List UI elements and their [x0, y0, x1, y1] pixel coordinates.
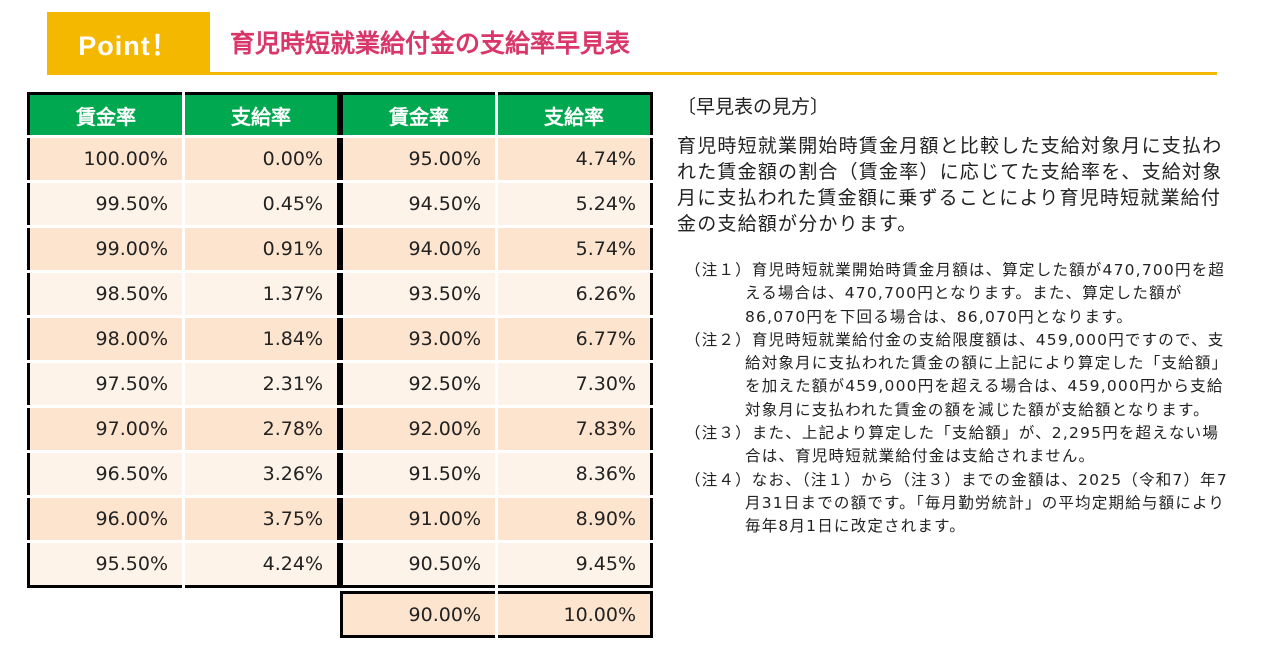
wage-rate-cell: 94.50%	[341, 181, 498, 228]
wage-rate-cell: 90.00%	[341, 592, 498, 637]
wage-rate-cell: 92.00%	[341, 406, 498, 453]
table-row: 96.50% 3.26%	[28, 451, 339, 498]
wage-rate-cell: 96.50%	[28, 451, 185, 498]
header-wage-rate: 賃金率	[341, 93, 498, 138]
table-row: 91.00% 8.90%	[341, 496, 652, 543]
howto-body: 育児時短就業開始時賃金月額と比較した支給対象月に支払われた賃金額の割合（賃金率）…	[677, 135, 1223, 235]
point-badge: Point！	[47, 12, 210, 74]
wage-rate-cell: 91.00%	[341, 496, 498, 543]
wage-rate-cell: 97.00%	[28, 406, 185, 453]
header-payment-rate: 支給率	[183, 93, 339, 138]
payment-rate-cell: 10.00%	[496, 592, 652, 637]
rate-table-right: 賃金率 支給率 95.00% 4.74% 94.50% 5.24% 94.00% 5.74…	[340, 92, 653, 588]
howto-heading: 〔早見表の見方〕	[677, 96, 830, 118]
wage-rate-cell: 92.50%	[341, 361, 498, 408]
wage-rate-cell: 90.50%	[341, 541, 498, 587]
notes-list: （注１）育児時短就業開始時賃金月額は、算定した額が470,700円を超える場合は…	[685, 259, 1235, 539]
wage-rate-cell: 98.50%	[28, 271, 185, 318]
table-row: 91.50% 8.36%	[341, 451, 652, 498]
table-row: 94.00% 5.74%	[341, 226, 652, 273]
table-row: 99.50% 0.45%	[28, 181, 339, 228]
payment-rate-cell: 9.45%	[496, 541, 652, 587]
payment-rate-cell: 4.74%	[496, 136, 652, 183]
payment-rate-cell: 3.26%	[183, 451, 339, 498]
wage-rate-cell: 93.00%	[341, 316, 498, 363]
table-row: 92.50% 7.30%	[341, 361, 652, 408]
payment-rate-cell: 2.31%	[183, 361, 339, 408]
payment-rate-cell: 6.77%	[496, 316, 652, 363]
payment-rate-cell: 5.74%	[496, 226, 652, 273]
wage-rate-cell: 96.00%	[28, 496, 185, 543]
payment-rate-cell: 2.78%	[183, 406, 339, 453]
table-row: 96.00% 3.75%	[28, 496, 339, 543]
wage-rate-cell: 95.50%	[28, 541, 185, 587]
table-row: 98.00% 1.84%	[28, 316, 339, 363]
table-row: 98.50% 1.37%	[28, 271, 339, 318]
rate-table-left: 賃金率 支給率 100.00% 0.00% 99.50% 0.45% 99.00% 0.9…	[27, 92, 340, 588]
note-3: （注３）また、上記より算定した「支給額」が、2,295円を超えない場合は、育児時…	[685, 424, 1220, 466]
table-row: 99.00% 0.91%	[28, 226, 339, 273]
wage-rate-cell: 94.00%	[341, 226, 498, 273]
payment-rate-cell: 1.37%	[183, 271, 339, 318]
wage-rate-cell: 95.00%	[341, 136, 498, 183]
wage-rate-cell: 99.50%	[28, 181, 185, 228]
wage-rate-cell: 91.50%	[341, 451, 498, 498]
header-divider	[47, 72, 1217, 75]
note-4: （注４）なお、（注１）から（注３）までの金額は、2025（令和7）年7月31日ま…	[685, 470, 1228, 536]
wage-rate-cell: 100.00%	[28, 136, 185, 183]
payment-rate-cell: 6.26%	[496, 271, 652, 318]
wage-rate-cell: 93.50%	[341, 271, 498, 318]
page-title: 育児時短就業給付金の支給率早見表	[230, 29, 631, 58]
payment-rate-cell: 8.36%	[496, 451, 652, 498]
rate-table-extra-row: 90.00% 10.00%	[340, 591, 653, 638]
payment-rate-cell: 0.00%	[183, 136, 339, 183]
note-1: （注１）育児時短就業開始時賃金月額は、算定した額が470,700円を超える場合は…	[685, 261, 1226, 326]
table-row: 94.50% 5.24%	[341, 181, 652, 228]
table-row: 97.50% 2.31%	[28, 361, 339, 408]
wage-rate-cell: 97.50%	[28, 361, 185, 408]
payment-rate-cell: 7.83%	[496, 406, 652, 453]
table-row: 92.00% 7.83%	[341, 406, 652, 453]
payment-rate-cell: 4.24%	[183, 541, 339, 587]
table-row: 95.50% 4.24%	[28, 541, 339, 587]
wage-rate-cell: 98.00%	[28, 316, 185, 363]
payment-rate-cell: 0.45%	[183, 181, 339, 228]
table-row: 93.50% 6.26%	[341, 271, 652, 318]
note-2: （注２）育児時短就業給付金の支給限度額は、459,000円ですので、支給対象月に…	[685, 330, 1229, 419]
payment-rate-cell: 1.84%	[183, 316, 339, 363]
wage-rate-cell: 99.00%	[28, 226, 185, 273]
payment-rate-cell: 3.75%	[183, 496, 339, 543]
table-row: 97.00% 2.78%	[28, 406, 339, 453]
table-row: 90.00% 10.00%	[341, 592, 652, 637]
payment-rate-cell: 0.91%	[183, 226, 339, 273]
payment-rate-cell: 5.24%	[496, 181, 652, 228]
table-row: 95.00% 4.74%	[341, 136, 652, 183]
table-row: 93.00% 6.77%	[341, 316, 652, 363]
payment-rate-cell: 8.90%	[496, 496, 652, 543]
header-wage-rate: 賃金率	[28, 93, 185, 138]
header-payment-rate: 支給率	[496, 93, 652, 138]
table-row: 100.00% 0.00%	[28, 136, 339, 183]
payment-rate-cell: 7.30%	[496, 361, 652, 408]
table-row: 90.50% 9.45%	[341, 541, 652, 587]
